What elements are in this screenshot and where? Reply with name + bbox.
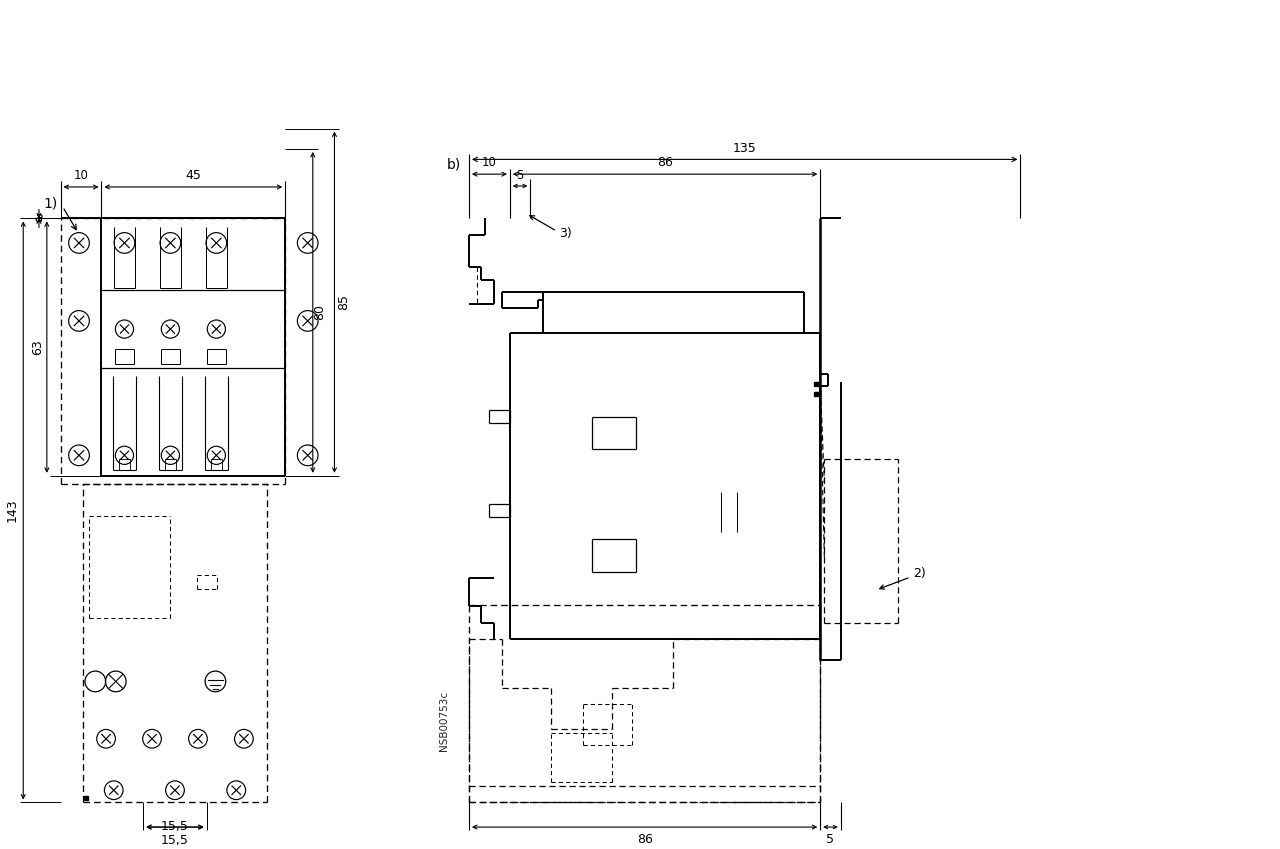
Text: 2): 2) — [913, 567, 925, 580]
Text: 45: 45 — [186, 169, 201, 182]
Text: 5: 5 — [827, 833, 835, 846]
Text: a: a — [35, 211, 44, 226]
Text: 63: 63 — [32, 340, 45, 355]
Text: 10: 10 — [74, 169, 88, 182]
Text: 86: 86 — [636, 833, 653, 846]
Text: 86: 86 — [657, 156, 673, 169]
Text: 15,5: 15,5 — [161, 820, 189, 833]
Text: 3): 3) — [559, 227, 572, 239]
Text: 5: 5 — [516, 169, 524, 182]
Text: 143: 143 — [6, 498, 19, 522]
Text: 85: 85 — [337, 294, 349, 310]
Text: 1): 1) — [44, 197, 58, 211]
Text: NSB00753c: NSB00753c — [439, 691, 449, 751]
Text: 10: 10 — [483, 156, 497, 169]
Text: 15,5: 15,5 — [161, 834, 189, 847]
Text: 80: 80 — [314, 305, 326, 320]
Text: b): b) — [447, 157, 461, 171]
Text: 135: 135 — [733, 143, 756, 155]
